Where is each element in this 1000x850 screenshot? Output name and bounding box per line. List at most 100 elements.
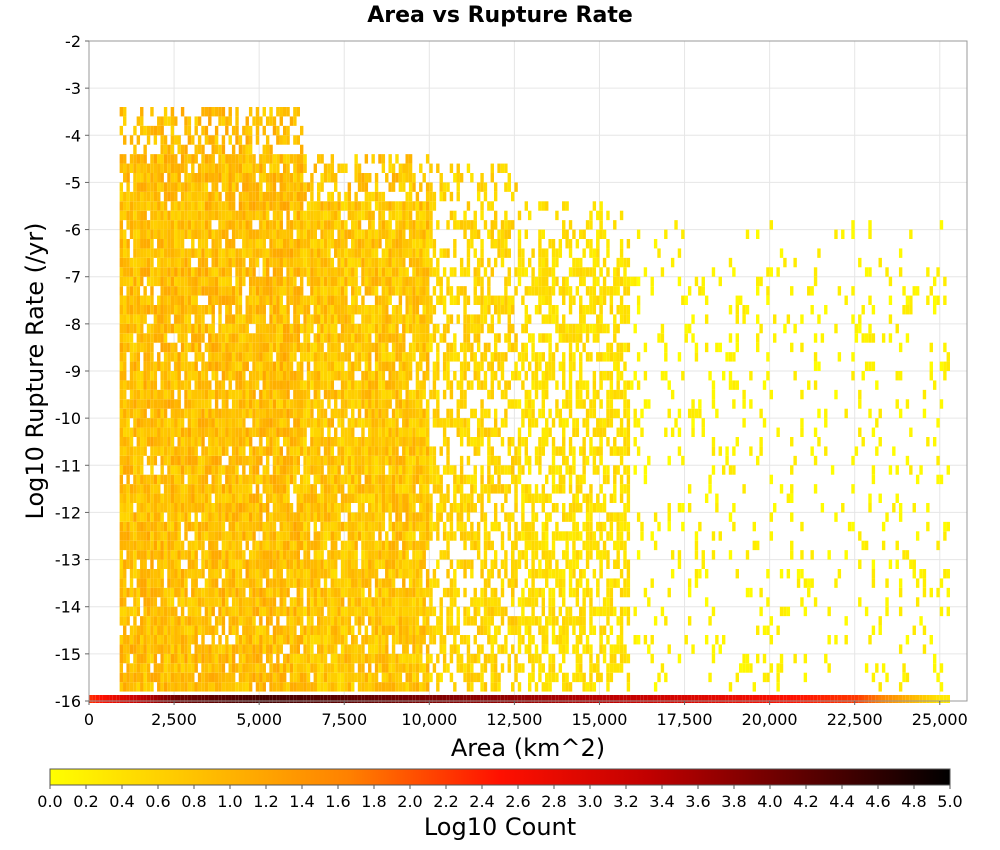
- heat-cell: [214, 540, 219, 551]
- heat-cell: [265, 550, 270, 560]
- heat-cell: [391, 276, 396, 287]
- heat-cell: [204, 521, 209, 532]
- heat-cell: [317, 267, 321, 277]
- heat-cell: [419, 408, 423, 419]
- heat-cell: [337, 446, 341, 456]
- heat-cell: [170, 210, 175, 221]
- heat-cell: [238, 550, 243, 560]
- heat-cell: [439, 606, 443, 617]
- heat-cell: [140, 644, 144, 654]
- heat-cell: [296, 663, 300, 673]
- heat-cell: [374, 323, 379, 334]
- heat-cell: [398, 173, 403, 183]
- heat-cell: [180, 550, 185, 560]
- heat-cell: [146, 163, 151, 173]
- heat-cell: [265, 286, 270, 296]
- heat-cell: [422, 295, 426, 305]
- heat-cell: [242, 578, 246, 588]
- heat-cell: [327, 446, 331, 456]
- heat-cell: [408, 305, 413, 315]
- heat-cell: [276, 512, 280, 522]
- heat-cell: [197, 116, 202, 126]
- heat-cell: [385, 531, 389, 541]
- heat-cell: [235, 540, 239, 551]
- heat-cell: [146, 606, 151, 617]
- heat-cell: [282, 625, 287, 635]
- heat-cell: [194, 682, 198, 692]
- heat-cell: [140, 342, 144, 353]
- heat-cell: [153, 135, 158, 145]
- heat-cell: [374, 380, 379, 390]
- heat-cell: [299, 305, 304, 315]
- heat-cell: [126, 418, 130, 428]
- heat-cell: [221, 182, 226, 192]
- heat-cell: [269, 587, 273, 598]
- heat-cell: [136, 521, 141, 532]
- heat-cell: [140, 314, 144, 324]
- heat-cell: [228, 352, 232, 362]
- heat-cell: [442, 427, 447, 437]
- heat-cell: [140, 220, 144, 230]
- heat-cell: [289, 531, 294, 541]
- heat-cell: [231, 437, 236, 447]
- heat-cell: [231, 521, 236, 532]
- heat-cell: [163, 191, 168, 202]
- heat-cell: [398, 342, 403, 353]
- heat-cell: [330, 663, 335, 673]
- heat-cell: [238, 493, 243, 503]
- heat-cell: [293, 173, 297, 183]
- heat-cell: [201, 465, 205, 475]
- heat-cell: [351, 653, 355, 664]
- heat-cell: [449, 644, 454, 654]
- heat-cell: [286, 173, 290, 183]
- heat-cell: [320, 267, 324, 277]
- heat-cell: [211, 257, 215, 268]
- heat-cell: [129, 135, 134, 145]
- heat-cell: [432, 569, 437, 579]
- heat-cell: [221, 173, 226, 183]
- heat-cell: [337, 229, 341, 239]
- heat-cell: [282, 635, 287, 645]
- heat-cell: [129, 503, 134, 513]
- heat-cell: [218, 116, 222, 126]
- heat-cell: [317, 182, 321, 192]
- heat-cell: [293, 521, 297, 532]
- heat-cell: [242, 484, 246, 494]
- heat-cell: [415, 512, 420, 522]
- heat-cell: [245, 191, 249, 202]
- heat-cell: [157, 427, 161, 437]
- heat-cell: [289, 173, 294, 183]
- heat-cell: [255, 116, 260, 126]
- heat-cell: [167, 191, 171, 202]
- heat-cell: [425, 606, 430, 617]
- heat-cell: [197, 342, 202, 353]
- heat-cell: [146, 531, 151, 541]
- heat-cell: [123, 635, 127, 645]
- heat-cell: [330, 408, 335, 419]
- heat-cell: [221, 220, 226, 230]
- heat-cell: [204, 163, 209, 173]
- heat-cell: [259, 569, 263, 579]
- heat-cell: [174, 239, 178, 249]
- heat-cell: [446, 540, 450, 551]
- heat-cell: [259, 210, 263, 221]
- heat-cell: [197, 540, 202, 551]
- heat-cell: [310, 371, 314, 381]
- heat-cell: [194, 361, 198, 371]
- heat-cell: [429, 606, 433, 617]
- heat-cell: [204, 361, 209, 371]
- heat-cell: [248, 653, 253, 664]
- heat-cell: [402, 503, 406, 513]
- heat-cell: [299, 531, 304, 541]
- heat-cell: [238, 663, 243, 673]
- heat-cell: [361, 239, 365, 249]
- heat-cell: [286, 191, 290, 202]
- heat-cell: [402, 182, 406, 192]
- heat-cell: [140, 201, 144, 211]
- heat-cell: [208, 437, 212, 447]
- heat-cell: [129, 672, 134, 683]
- heat-cell: [378, 503, 382, 513]
- heat-cell: [344, 408, 348, 419]
- heat-cell: [381, 446, 386, 456]
- heat-cell: [289, 521, 294, 532]
